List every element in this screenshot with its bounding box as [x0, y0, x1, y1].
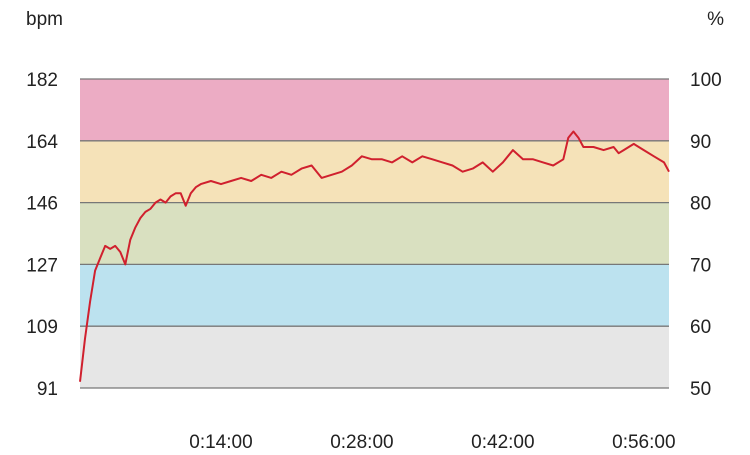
zone-band-2	[80, 140, 669, 203]
right-tick-label: 80	[690, 194, 711, 215]
x-axis-ticks: 0:14:00 0:28:00 0:42:00 0:56:00	[189, 432, 675, 453]
right-tick-label: 90	[690, 132, 711, 153]
right-tick-label: 50	[690, 379, 711, 400]
left-tick-label: 182	[26, 70, 58, 91]
x-tick-label: 0:42:00	[471, 432, 534, 453]
x-tick-label: 0:14:00	[189, 432, 252, 453]
zone-band-1	[80, 79, 669, 141]
right-tick-label: 100	[690, 70, 722, 91]
zone-band-5	[80, 326, 669, 388]
left-axis-unit: bpm	[26, 9, 63, 30]
left-tick-label: 91	[37, 379, 58, 400]
left-tick-label: 146	[26, 194, 58, 215]
left-axis-ticks: 182 164 146 127 109 91	[26, 70, 58, 400]
left-tick-label: 164	[26, 132, 58, 153]
left-tick-label: 109	[26, 317, 58, 338]
heart-rate-zones	[80, 79, 669, 388]
left-tick-label: 127	[26, 255, 58, 276]
gridlines	[80, 78, 669, 389]
right-tick-label: 70	[690, 255, 711, 276]
right-axis-unit: %	[707, 9, 724, 30]
heart-rate-line	[79, 130, 670, 382]
zone-band-3	[80, 202, 669, 265]
x-tick-label: 0:28:00	[330, 432, 393, 453]
right-axis-ticks: 100 90 80 70 60 50	[690, 70, 722, 400]
right-tick-label: 60	[690, 317, 711, 338]
zone-band-4	[80, 264, 669, 327]
x-tick-label: 0:56:00	[612, 432, 675, 453]
